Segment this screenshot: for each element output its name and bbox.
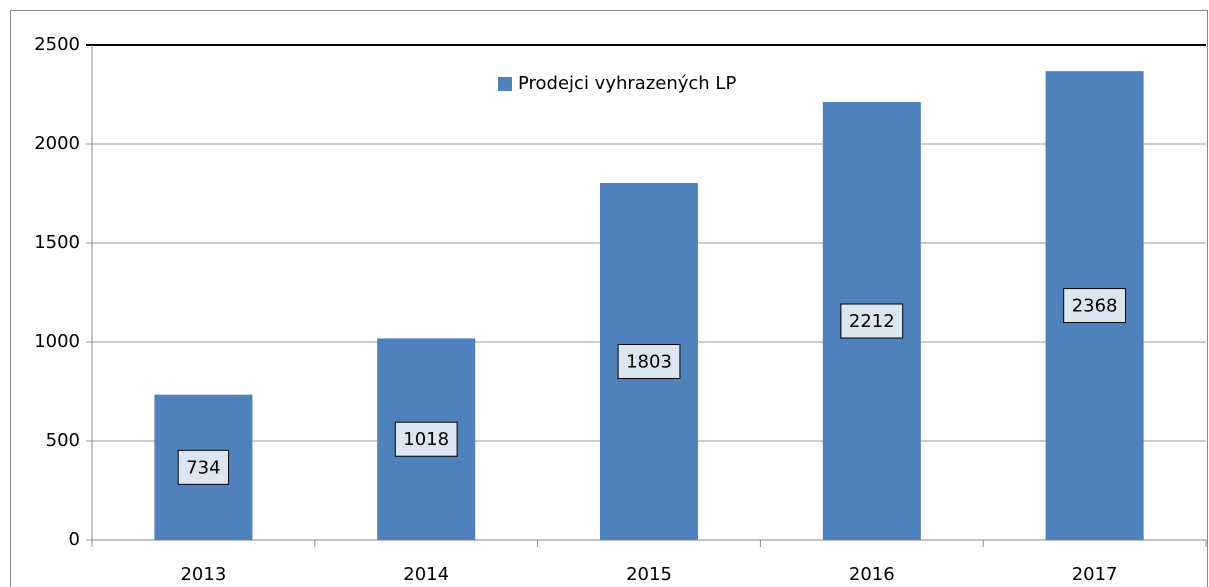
data-label: 1018 <box>403 429 449 450</box>
legend-swatch <box>498 77 512 91</box>
y-tick-label: 2000 <box>34 133 80 154</box>
x-tick-label: 2014 <box>403 564 449 585</box>
legend-label: Prodejci vyhrazených LP <box>518 73 736 94</box>
y-tick-label: 1500 <box>34 232 80 253</box>
data-label-box <box>840 303 904 339</box>
data-label: 2368 <box>1072 296 1118 317</box>
data-label-box <box>617 344 681 380</box>
data-label-box <box>177 449 230 485</box>
y-tick-label: 0 <box>69 529 80 550</box>
data-label-box <box>394 421 458 457</box>
x-tick-label: 2015 <box>626 564 672 585</box>
data-label: 734 <box>186 457 220 478</box>
y-tick-label: 2500 <box>34 34 80 55</box>
chart-frame <box>10 10 1208 587</box>
x-tick-label: 2013 <box>180 564 226 585</box>
data-label: 1803 <box>626 352 672 373</box>
x-tick-label: 2017 <box>1072 564 1118 585</box>
y-tick-label: 1000 <box>34 331 80 352</box>
data-label-box <box>1063 288 1127 324</box>
data-label: 2212 <box>849 311 895 332</box>
y-tick-label: 500 <box>46 430 80 451</box>
x-tick-label: 2016 <box>849 564 895 585</box>
